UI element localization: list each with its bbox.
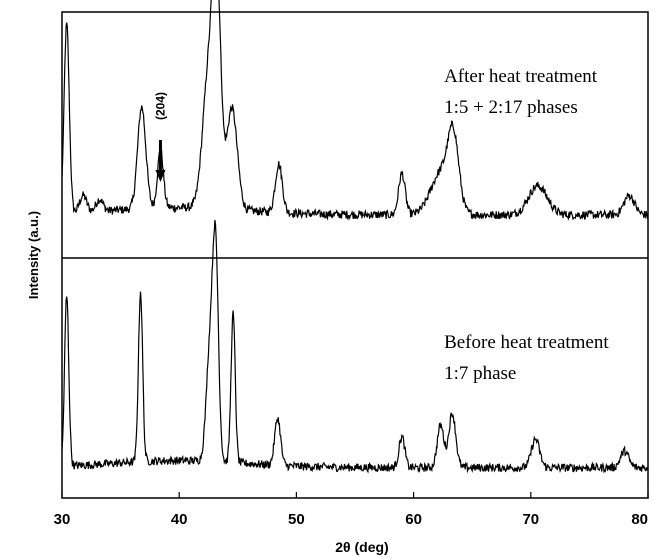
annotation-top-line-2: 1:5 + 2:17 phases [444, 97, 578, 118]
peak-label-204: (204) [153, 92, 167, 120]
x-axis-label: 2θ (deg) [335, 539, 388, 555]
annotation-bottom-line-2: 1:7 phase [444, 363, 516, 384]
x-ticks-group: 30 40 50 60 70 80 [54, 492, 649, 528]
peak-arrow-head [155, 170, 166, 182]
spectrum-line-bottom [61, 219, 649, 474]
annotations-group: After heat treatment 1:5 + 2:17 phases (20… [153, 66, 609, 384]
x-tick-label: 50 [288, 511, 305, 528]
x-tick-label: 30 [54, 511, 71, 528]
x-tick-label: 70 [522, 511, 539, 528]
plot-frame [61, 11, 649, 499]
x-tick-label: 80 [631, 511, 648, 528]
x-tick-label: 40 [171, 511, 188, 528]
annotation-top-line-1: After heat treatment [444, 66, 598, 87]
y-axis-label: Intensity (a.u.) [26, 211, 41, 299]
x-tick-label: 60 [405, 511, 422, 528]
annotation-bottom-line-1: Before heat treatment [444, 332, 609, 353]
